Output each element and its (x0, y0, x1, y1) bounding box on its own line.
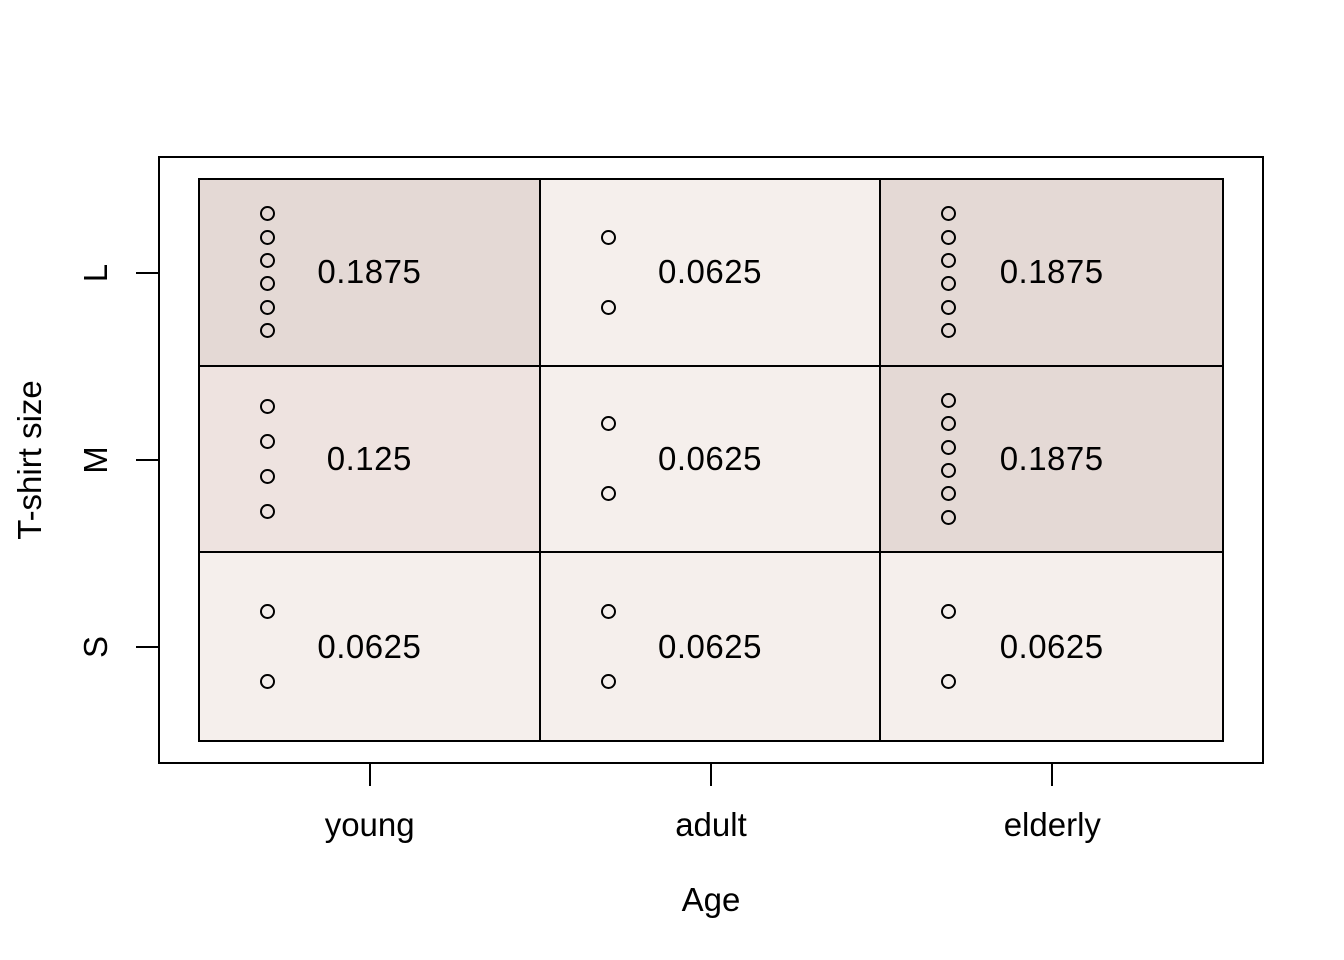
y-axis-title: T-shirt size (11, 380, 48, 540)
observation-dot (260, 674, 275, 690)
observation-dot (260, 206, 275, 222)
cell-M-young: 0.125 (200, 366, 541, 554)
y-tick-label-S: S (77, 636, 114, 659)
x-tick-label-elderly: elderly (1003, 806, 1101, 843)
observation-dot (260, 253, 275, 269)
x-tick-elderly (1051, 764, 1054, 786)
observation-dot (600, 674, 616, 690)
cell-probability-label: 0.0625 (658, 439, 762, 477)
observation-dot (260, 323, 275, 339)
observation-dot (941, 253, 957, 269)
observation-dot (941, 463, 957, 479)
observation-dot (260, 503, 275, 519)
observation-dot (260, 398, 275, 414)
observation-dot (600, 299, 616, 315)
x-tick-label-adult: adult (675, 806, 747, 843)
observation-dot (941, 604, 957, 620)
cell-probability-label: 0.1875 (999, 439, 1104, 477)
cell-probability-label: 0.0625 (658, 627, 762, 665)
observation-dot (260, 229, 275, 245)
observation-dot (260, 276, 275, 292)
cell-L-adult: 0.0625 (540, 180, 882, 367)
y-tick-label-L: L (77, 263, 114, 282)
observation-dot (260, 468, 275, 484)
observation-dot (941, 229, 957, 245)
cell-S-young: 0.0625 (200, 553, 541, 740)
observation-dot (941, 276, 957, 292)
observation-dot (941, 439, 957, 455)
cell-L-elderly: 0.1875 (881, 180, 1222, 367)
cell-probability-label: 0.1875 (317, 253, 422, 291)
x-tick-young (368, 764, 371, 786)
cell-probability-label: 0.1875 (999, 253, 1104, 291)
x-tick-label-young: young (324, 806, 415, 843)
y-tick-label-M: M (77, 446, 114, 474)
observation-dot (260, 299, 275, 315)
observation-dot (600, 486, 616, 502)
cell-M-adult: 0.0625 (540, 366, 882, 554)
cell-L-young: 0.1875 (200, 180, 541, 367)
cell-M-elderly: 0.1875 (881, 366, 1222, 554)
cell-probability-label: 0.125 (326, 439, 412, 477)
y-tick-S (136, 646, 158, 649)
cell-probability-label: 0.0625 (317, 627, 422, 665)
observation-dot (941, 416, 957, 432)
observation-dot (941, 323, 957, 339)
observation-dot (941, 509, 957, 525)
observation-dot (941, 206, 957, 222)
observation-dot (600, 229, 616, 245)
observation-dot (260, 604, 275, 620)
y-tick-L (136, 271, 158, 274)
y-tick-M (136, 458, 158, 461)
x-axis-title: Age (681, 881, 741, 918)
cell-probability-label: 0.0625 (999, 627, 1104, 665)
observation-dot (260, 433, 275, 449)
observation-dot (941, 674, 957, 690)
observation-dot (600, 416, 616, 432)
cell-S-adult: 0.0625 (540, 553, 882, 740)
cell-S-elderly: 0.0625 (881, 553, 1222, 740)
x-tick-adult (709, 764, 712, 786)
observation-dot (941, 299, 957, 315)
observation-dot (600, 604, 616, 620)
observation-dot (941, 486, 957, 502)
cell-probability-label: 0.0625 (658, 253, 762, 291)
probability-grid: 0.1875 0.0625 0.1875 0.125 0.0625 0.1875 0.062… (198, 178, 1224, 742)
observation-dot (941, 393, 957, 409)
